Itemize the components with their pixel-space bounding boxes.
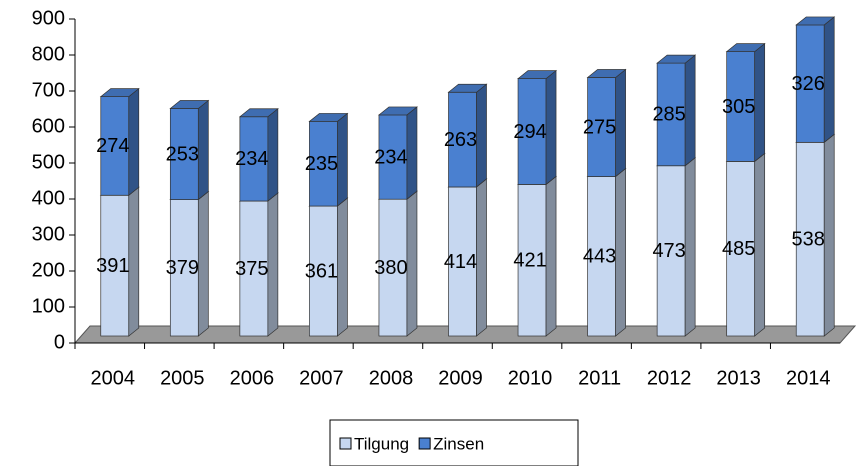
bar-side (476, 178, 487, 337)
data-label: 234 (374, 146, 407, 168)
data-label: 485 (722, 238, 755, 260)
x-tick-label: 2004 (91, 367, 136, 389)
data-label: 538 (792, 228, 825, 250)
y-tick-label: 100 (32, 295, 65, 317)
bar-front (378, 114, 408, 200)
x-tick-label: 2008 (369, 367, 414, 389)
bar-side (267, 192, 279, 337)
bar-side (476, 83, 487, 188)
data-label: 305 (722, 96, 755, 118)
y-tick-label: 600 (32, 115, 65, 137)
bar-top (238, 108, 279, 118)
bar-top (656, 54, 697, 64)
x-tick-label: 2012 (647, 367, 692, 389)
data-label: 414 (444, 251, 477, 273)
data-label: 294 (513, 121, 546, 143)
bar-side (684, 156, 696, 337)
bar-side (823, 16, 835, 144)
y-tick-label: 400 (32, 187, 65, 209)
data-label: 473 (652, 240, 685, 262)
bar-side (615, 167, 626, 337)
data-label: 380 (374, 257, 407, 279)
data-label: 326 (792, 73, 825, 95)
y-tick-label: 200 (32, 259, 65, 281)
bar-front (587, 176, 616, 337)
bar-front (100, 194, 130, 337)
bar-side (823, 133, 835, 337)
y-tick-label: 700 (32, 79, 65, 101)
bar-front (448, 186, 477, 337)
x-tick-label: 2006 (230, 367, 275, 389)
bar-side (337, 112, 348, 207)
bar-side (267, 108, 279, 202)
data-label: 375 (235, 258, 268, 280)
bar-front (169, 108, 199, 200)
bar-side (615, 68, 626, 178)
y-tick-label: 500 (32, 151, 65, 173)
bar-top (725, 43, 766, 52)
data-label: 285 (652, 104, 685, 126)
data-label: 391 (96, 255, 129, 277)
y-tick-label: 900 (32, 7, 65, 29)
x-tick-label: 2011 (578, 367, 621, 389)
bar-front (309, 121, 338, 207)
bar-side (754, 152, 766, 337)
bar-side (684, 54, 696, 167)
bar-top (169, 100, 210, 109)
bar-side (406, 190, 418, 337)
bar-side (545, 175, 557, 337)
bar-top (99, 88, 140, 97)
legend-label: Zinsen (433, 434, 484, 453)
x-tick-label: 2009 (438, 367, 483, 389)
x-tick-label: 2014 (786, 367, 831, 389)
bar-top (308, 113, 349, 122)
legend-swatch (339, 437, 352, 450)
data-label: 275 (583, 116, 616, 138)
bar-side (128, 87, 140, 196)
bar-side (337, 197, 348, 337)
bar-side (754, 42, 766, 163)
data-label: 263 (444, 129, 477, 151)
legend: Tilgung Zinsen (339, 434, 484, 453)
data-label: 361 (305, 260, 338, 282)
x-tick-label: 2013 (716, 367, 761, 389)
y-tick-label: 300 (32, 223, 65, 245)
bar-front (378, 198, 408, 337)
x-tick-label: 2010 (508, 367, 553, 389)
bar-top (517, 70, 558, 79)
y-tick-label: 0 (54, 331, 65, 353)
x-tick-label: 2005 (160, 367, 205, 389)
bar-front (517, 184, 547, 337)
bar-front (239, 116, 269, 202)
bar-top (377, 106, 418, 116)
bar-front (656, 62, 686, 167)
bar-top (447, 83, 488, 93)
data-label: 421 (513, 250, 546, 272)
bar-side (406, 106, 418, 200)
bar-front (656, 165, 686, 337)
bar-front (309, 205, 338, 337)
legend-swatch (418, 437, 431, 450)
data-label: 235 (305, 153, 338, 175)
bar-side (545, 69, 557, 186)
bar-top (586, 69, 627, 78)
data-label: 274 (96, 135, 129, 157)
bar-front (100, 96, 130, 196)
bar-side (197, 99, 209, 201)
data-label: 443 (583, 246, 616, 268)
data-label: 379 (166, 257, 199, 279)
data-label: 253 (166, 143, 199, 165)
bar-front (726, 51, 756, 162)
bar-side (197, 190, 209, 337)
legend-label: Tilgung (354, 434, 409, 453)
bar-side (128, 186, 140, 337)
y-tick-label: 800 (32, 43, 65, 65)
legend-box (329, 419, 579, 466)
x-tick-label: 2007 (299, 367, 344, 389)
data-label: 234 (235, 148, 268, 170)
bar-top (795, 16, 836, 26)
bar-front (795, 24, 825, 143)
bar-front (726, 161, 756, 337)
